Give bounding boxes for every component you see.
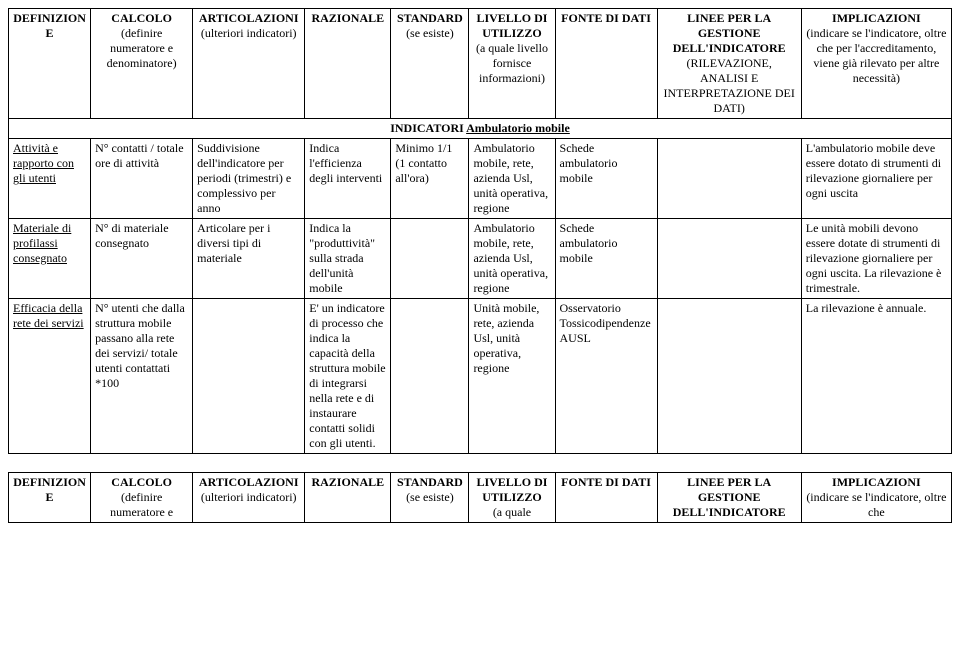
table-header-row: DEFINIZIONE CALCOLO (definire numeratore… — [9, 9, 952, 119]
col-header-impl: IMPLICAZIONI (indicare se l'indicatore, … — [801, 473, 951, 523]
cell-fonte: Osservatorio Tossicodipendenze AUSL — [555, 299, 657, 454]
col-header-impl: IMPLICAZIONI (indicare se l'indicatore, … — [801, 9, 951, 119]
cell-liv: Ambulatorio mobile, rete, azienda Usl, u… — [469, 219, 555, 299]
cell-linee — [657, 139, 801, 219]
col-header-fonte: FONTE DI DATI — [555, 9, 657, 119]
section-header-row: INDICATORI Ambulatorio mobile — [9, 119, 952, 139]
cell-liv: Unità mobile, rete, azienda Usl, unità o… — [469, 299, 555, 454]
table-row: Efficacia della rete dei servizi N° uten… — [9, 299, 952, 454]
cell-std: Minimo 1/1 (1 contatto all'ora) — [391, 139, 469, 219]
cell-calc: N° utenti che dalla struttura mobile pas… — [91, 299, 193, 454]
table-header-row: DEFINIZIONE CALCOLO (definire numeratore… — [9, 473, 952, 523]
col-header-liv: LIVELLO DI UTILIZZO (a quale — [469, 473, 555, 523]
cell-calc: N° di materiale consegnato — [91, 219, 193, 299]
cell-impl: Le unità mobili devono essere dotate di … — [801, 219, 951, 299]
col-header-calc: CALCOLO (definire numeratore e denominat… — [91, 9, 193, 119]
table-row: Attività e rapporto con gli utenti N° co… — [9, 139, 952, 219]
cell-raz: Indica l'efficienza degli interventi — [305, 139, 391, 219]
indicator-table-1: DEFINIZIONE CALCOLO (definire numeratore… — [8, 8, 952, 454]
cell-def: Efficacia della rete dei servizi — [9, 299, 91, 454]
section-header-cell: INDICATORI Ambulatorio mobile — [9, 119, 952, 139]
col-header-raz: RAZIONALE — [305, 473, 391, 523]
cell-impl: L'ambulatorio mobile deve essere dotato … — [801, 139, 951, 219]
col-header-art: ARTICOLAZIONI (ulteriori indicatori) — [193, 473, 305, 523]
col-header-std: STANDARD (se esiste) — [391, 473, 469, 523]
cell-linee — [657, 299, 801, 454]
col-header-def: DEFINIZIONE — [9, 473, 91, 523]
cell-art: Articolare per i diversi tipi di materia… — [193, 219, 305, 299]
col-header-calc: CALCOLO (definire numeratore e — [91, 473, 193, 523]
col-header-liv: LIVELLO DI UTILIZZO (a quale livello for… — [469, 9, 555, 119]
cell-def: Materiale di profilassi consegnato — [9, 219, 91, 299]
cell-art — [193, 299, 305, 454]
cell-std — [391, 299, 469, 454]
indicator-table-2: DEFINIZIONE CALCOLO (definire numeratore… — [8, 472, 952, 523]
col-header-fonte: FONTE DI DATI — [555, 473, 657, 523]
cell-raz: E' un indicatore di processo che indica … — [305, 299, 391, 454]
col-header-linee: LINEE PER LA GESTIONE DELL'INDICATORE — [657, 473, 801, 523]
col-header-def: DEFINIZIONE — [9, 9, 91, 119]
col-header-raz: RAZIONALE — [305, 9, 391, 119]
cell-calc: N° contatti / totale ore di attività — [91, 139, 193, 219]
cell-impl: La rilevazione è annuale. — [801, 299, 951, 454]
col-header-linee: LINEE PER LA GESTIONE DELL'INDICATORE (R… — [657, 9, 801, 119]
cell-art: Suddivisione dell'indicatore per periodi… — [193, 139, 305, 219]
cell-std — [391, 219, 469, 299]
cell-fonte: Schede ambulatorio mobile — [555, 139, 657, 219]
col-header-art: ARTICOLAZIONI (ulteriori indicatori) — [193, 9, 305, 119]
col-header-std: STANDARD (se esiste) — [391, 9, 469, 119]
cell-def: Attività e rapporto con gli utenti — [9, 139, 91, 219]
cell-linee — [657, 219, 801, 299]
cell-liv: Ambulatorio mobile, rete, azienda Usl, u… — [469, 139, 555, 219]
cell-raz: Indica la "produttività" sulla strada de… — [305, 219, 391, 299]
cell-fonte: Schede ambulatorio mobile — [555, 219, 657, 299]
table-row: Materiale di profilassi consegnato N° di… — [9, 219, 952, 299]
